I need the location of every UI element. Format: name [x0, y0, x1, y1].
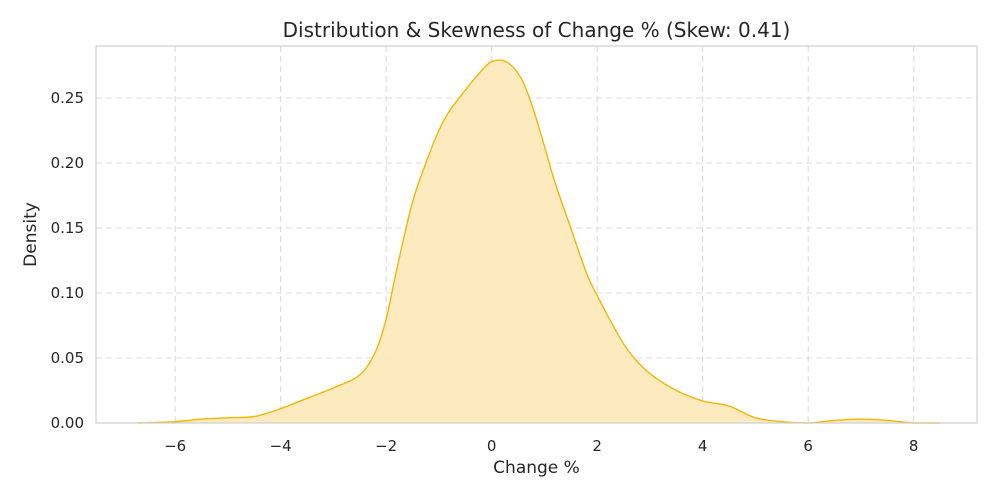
x-axis-ticks: −6 −4 −2 0 2 4 6 8 [164, 437, 918, 455]
chart-title: Distribution & Skewness of Change % (Ske… [283, 18, 791, 42]
x-tick-label: 8 [909, 437, 919, 455]
density-curve [138, 59, 941, 424]
x-axis-label: Change % [493, 458, 580, 478]
x-tick-label: −6 [164, 437, 186, 455]
y-tick-label: 0.00 [51, 414, 84, 432]
y-tick-label: 0.05 [51, 349, 84, 367]
y-tick-label: 0.20 [51, 154, 84, 172]
y-tick-label: 0.15 [51, 219, 84, 237]
y-tick-label: 0.10 [51, 284, 84, 302]
x-tick-label: −4 [270, 437, 292, 455]
y-axis-ticks: 0.00 0.05 0.10 0.15 0.20 0.25 [51, 89, 84, 432]
y-axis-label: Density [21, 202, 41, 267]
x-tick-label: 2 [592, 437, 602, 455]
y-tick-label: 0.25 [51, 89, 84, 107]
x-tick-label: 0 [487, 437, 497, 455]
x-tick-label: 4 [698, 437, 708, 455]
x-tick-label: 6 [803, 437, 813, 455]
x-tick-label: −2 [375, 437, 397, 455]
density-area-fill [138, 60, 941, 424]
plot-frame [95, 45, 978, 424]
